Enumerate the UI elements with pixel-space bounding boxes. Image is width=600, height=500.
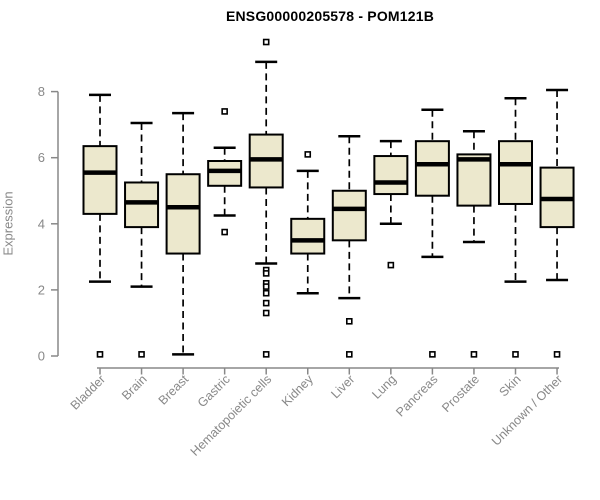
- y-tick-label: 6: [38, 150, 45, 165]
- outlier-point-gastric: [221, 228, 228, 236]
- x-category-label: Gastric: [195, 372, 233, 410]
- box-skin: [498, 140, 533, 205]
- outlier-point-hematopoietic-cells: [262, 38, 270, 46]
- outlier-point-skin: [512, 351, 519, 358]
- box-brain: [124, 181, 160, 229]
- outlier-point-prostate: [470, 351, 478, 358]
- outlier-point-hematopoietic-cells: [262, 283, 270, 290]
- y-axis-title: Expression: [0, 191, 16, 256]
- x-category-label: Breast: [156, 372, 192, 408]
- y-tick-label: 0: [38, 349, 45, 364]
- box-kidney: [290, 217, 326, 255]
- outlier-point-bladder: [96, 351, 104, 358]
- box-gastric: [207, 160, 243, 187]
- outlier-point-hematopoietic-cells: [262, 289, 270, 297]
- x-category-label: Unknown / Other: [489, 372, 565, 448]
- outlier-point-unknown-other: [553, 351, 561, 358]
- outlier-point-liver: [345, 351, 353, 358]
- outlier-point-lung: [387, 261, 395, 269]
- x-category-label: Kidney: [279, 372, 316, 409]
- outlier-point-brain: [138, 351, 145, 358]
- x-category-label: Lung: [369, 372, 399, 402]
- y-tick-label: 4: [38, 216, 45, 231]
- box-lung: [373, 155, 409, 196]
- x-category-label: Hematopoietic cells: [188, 372, 275, 459]
- outlier-point-hematopoietic-cells: [262, 270, 270, 277]
- box-pancreas: [414, 140, 450, 197]
- x-category-label: Bladder: [68, 372, 108, 412]
- outlier-point-pancreas: [429, 351, 436, 358]
- box-liver: [331, 189, 367, 242]
- outlier-point-gastric: [221, 108, 228, 115]
- outlier-point-liver: [345, 317, 353, 325]
- outlier-point-kidney: [304, 151, 312, 158]
- chart-title: ENSG00000205578 - POM121B: [225, 8, 435, 24]
- box-bladder: [82, 145, 118, 215]
- x-category-label: Liver: [328, 372, 357, 401]
- outlier-point-hematopoietic-cells: [262, 299, 270, 307]
- x-category-label: Prostate: [439, 372, 482, 415]
- y-tick-label: 2: [38, 282, 45, 297]
- x-category-label: Brain: [119, 372, 150, 403]
- box-breast: [165, 173, 201, 255]
- y-tick-label: 8: [38, 84, 45, 99]
- outlier-point-hematopoietic-cells: [262, 309, 270, 317]
- x-category-label: Pancreas: [393, 372, 440, 419]
- box-prostate: [456, 153, 492, 207]
- outlier-point-hematopoietic-cells: [262, 351, 270, 358]
- x-category-label: Skin: [497, 372, 524, 399]
